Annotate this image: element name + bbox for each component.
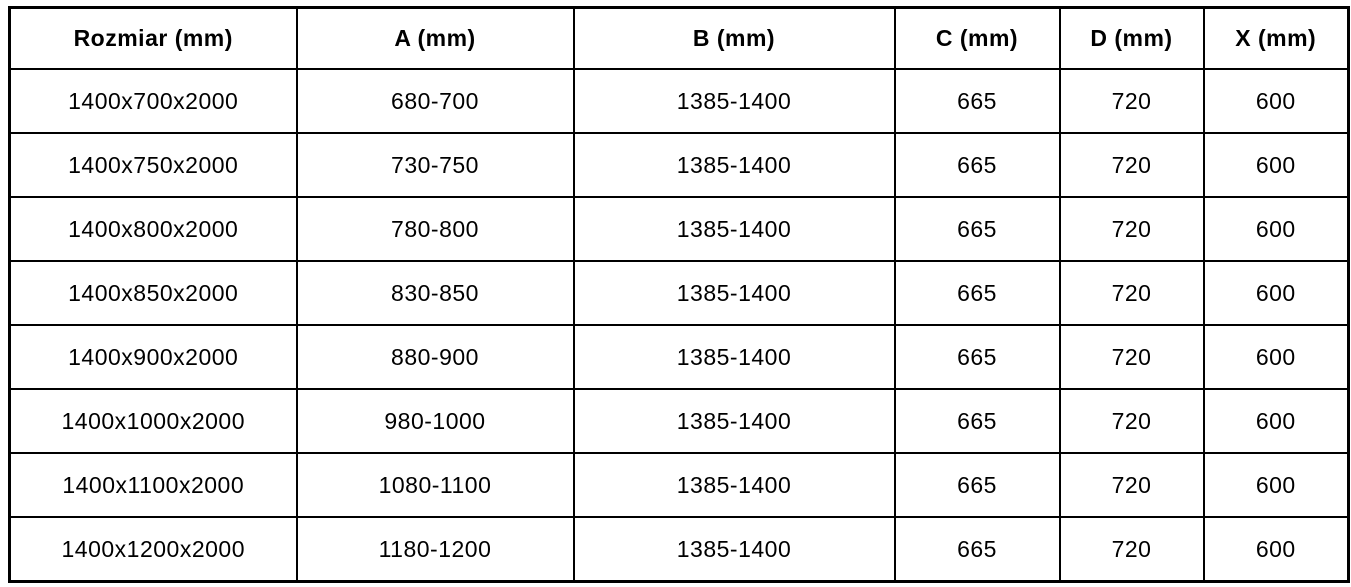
dimension-spec-table: Rozmiar (mm) A (mm) B (mm) C (mm) D (mm) X (m…	[8, 6, 1350, 583]
table-cell: 720	[1058, 132, 1205, 198]
table-cell: 600	[1202, 516, 1350, 583]
table-row: 1400x1200x2000 1180-1200 1385-1400 665 720 60…	[8, 516, 1350, 583]
table-cell: 1385-1400	[572, 260, 896, 326]
table-cell: 600	[1202, 68, 1350, 134]
table-cell: 720	[1058, 324, 1205, 390]
table-row: 1400x1100x2000 1080-1100 1385-1400 665 720 60…	[8, 452, 1350, 518]
table-cell: 1385-1400	[572, 452, 896, 518]
column-header: X (mm)	[1202, 6, 1350, 70]
table-cell: 880-900	[295, 324, 575, 390]
table-cell: 665	[893, 516, 1061, 583]
table-cell: 600	[1202, 324, 1350, 390]
table-row: 1400x750x2000 730-750 1385-1400 665 720 600	[8, 132, 1350, 198]
table-cell: 600	[1202, 260, 1350, 326]
table-cell: 1080-1100	[295, 452, 575, 518]
table-cell: 720	[1058, 388, 1205, 454]
table-cell: 1400x1100x2000	[8, 452, 298, 518]
table-cell: 1400x800x2000	[8, 196, 298, 262]
table-cell: 720	[1058, 452, 1205, 518]
table-cell: 720	[1058, 260, 1205, 326]
table-cell: 600	[1202, 132, 1350, 198]
table-cell: 1400x900x2000	[8, 324, 298, 390]
table-cell: 720	[1058, 196, 1205, 262]
column-header: A (mm)	[295, 6, 575, 70]
table-cell: 665	[893, 196, 1061, 262]
table-cell: 730-750	[295, 132, 575, 198]
table-cell: 980-1000	[295, 388, 575, 454]
table-cell: 600	[1202, 388, 1350, 454]
column-header: C (mm)	[893, 6, 1061, 70]
table-row: 1400x850x2000 830-850 1385-1400 665 720 600	[8, 260, 1350, 326]
table-cell: 665	[893, 324, 1061, 390]
table-cell: 665	[893, 132, 1061, 198]
table-cell: 1400x700x2000	[8, 68, 298, 134]
table-cell: 665	[893, 388, 1061, 454]
table-row: 1400x800x2000 780-800 1385-1400 665 720 600	[8, 196, 1350, 262]
table-cell: 1385-1400	[572, 68, 896, 134]
table-row: 1400x900x2000 880-900 1385-1400 665 720 600	[8, 324, 1350, 390]
table-cell: 720	[1058, 68, 1205, 134]
table-cell: 1400x1000x2000	[8, 388, 298, 454]
table-cell: 1400x850x2000	[8, 260, 298, 326]
table-cell: 780-800	[295, 196, 575, 262]
table-cell: 1385-1400	[572, 324, 896, 390]
column-header: B (mm)	[572, 6, 896, 70]
column-header: D (mm)	[1058, 6, 1205, 70]
table-body: 1400x700x2000 680-700 1385-1400 665 720 600 14…	[8, 68, 1350, 583]
table-cell: 1385-1400	[572, 388, 896, 454]
table-cell: 720	[1058, 516, 1205, 583]
table-cell: 830-850	[295, 260, 575, 326]
column-header: Rozmiar (mm)	[8, 6, 298, 70]
table-cell: 1180-1200	[295, 516, 575, 583]
table-cell: 1385-1400	[572, 132, 896, 198]
table-cell: 1385-1400	[572, 196, 896, 262]
table-cell: 1385-1400	[572, 516, 896, 583]
table-cell: 665	[893, 68, 1061, 134]
table-cell: 665	[893, 260, 1061, 326]
table-cell: 665	[893, 452, 1061, 518]
table-cell: 1400x1200x2000	[8, 516, 298, 583]
table-cell: 1400x750x2000	[8, 132, 298, 198]
table-cell: 680-700	[295, 68, 575, 134]
table-cell: 600	[1202, 452, 1350, 518]
table-header-row: Rozmiar (mm) A (mm) B (mm) C (mm) D (mm) X (m…	[8, 6, 1350, 70]
table-row: 1400x1000x2000 980-1000 1385-1400 665 720 600	[8, 388, 1350, 454]
table-row: 1400x700x2000 680-700 1385-1400 665 720 600	[8, 68, 1350, 134]
table-cell: 600	[1202, 196, 1350, 262]
